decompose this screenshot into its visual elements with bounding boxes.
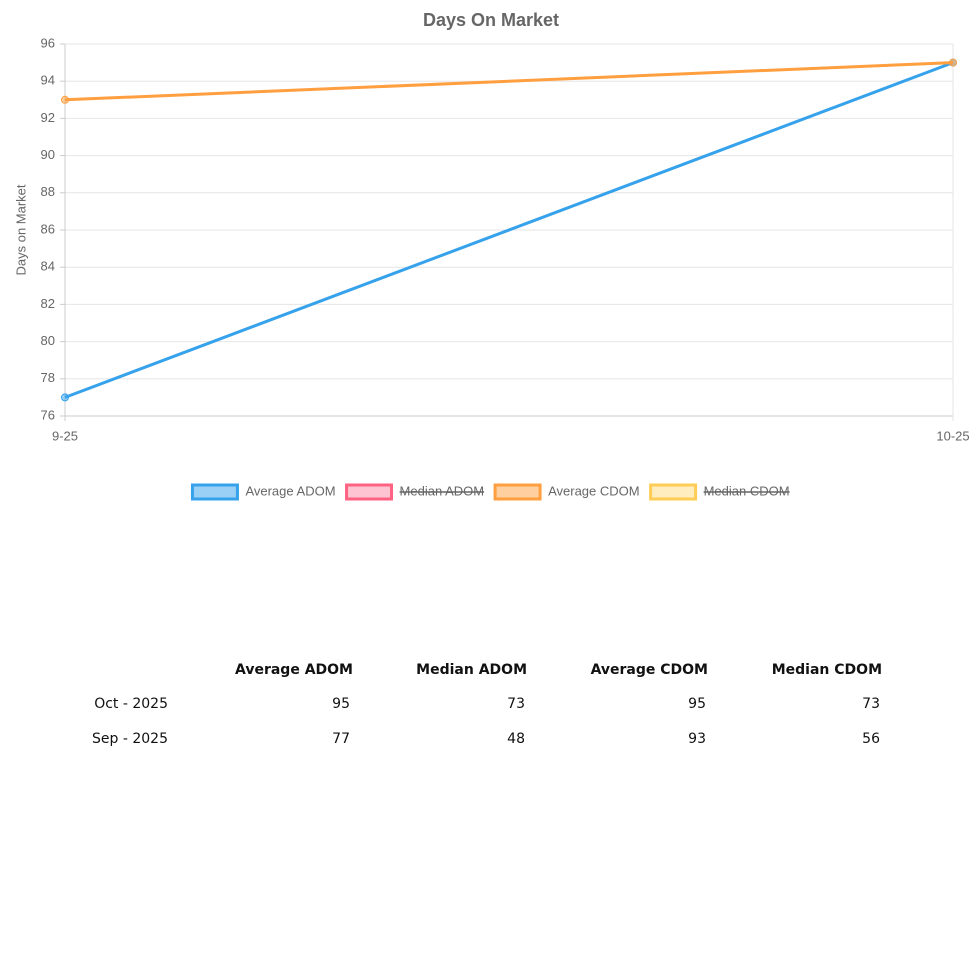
y-tick-label: 82: [41, 296, 55, 311]
y-tick-label: 92: [41, 110, 55, 125]
legend-item[interactable]: Median ADOM: [345, 483, 485, 501]
legend-label: Average ADOM: [245, 483, 335, 498]
column-header: Median ADOM: [416, 662, 527, 678]
table-cell: Oct - 2025: [94, 696, 168, 712]
legend-swatch: [649, 483, 698, 501]
table-cell: 73: [507, 696, 525, 712]
table-cell: 56: [862, 731, 880, 747]
y-tick-label: 78: [41, 370, 55, 385]
column-header: Average ADOM: [235, 662, 353, 678]
table-cell: 93: [688, 731, 706, 747]
series-line: [64, 61, 954, 399]
legend-label: Median CDOM: [704, 483, 790, 498]
y-tick-label: 86: [41, 221, 55, 236]
column-header: Median CDOM: [771, 662, 882, 678]
y-tick-label: 96: [41, 35, 55, 50]
legend-item[interactable]: Average ADOM: [190, 483, 336, 501]
legend-label: Average CDOM: [548, 483, 640, 498]
series-line: [64, 61, 954, 102]
point: [61, 95, 69, 104]
chart-title: Days On Market: [423, 10, 559, 30]
x-tick-label: 9-25: [52, 428, 78, 443]
legend-swatch: [190, 483, 239, 501]
y-tick-label: 88: [41, 184, 55, 199]
point: [949, 58, 957, 67]
legend: Average ADOM Median ADOM Average CDOM Media…: [190, 483, 790, 501]
y-tick-label: 80: [41, 333, 55, 348]
y-tick-label: 90: [41, 147, 55, 162]
legend-item[interactable]: Average CDOM: [493, 483, 640, 501]
legend-item[interactable]: Median CDOM: [649, 483, 790, 501]
table-cell: 95: [332, 696, 350, 712]
column-header: Average CDOM: [590, 662, 708, 678]
point: [61, 393, 69, 402]
y-axis-label: Days on Market: [13, 184, 28, 275]
table-cell: 73: [862, 696, 880, 712]
y-tick-label: 84: [41, 259, 55, 274]
x-tick-label: 10-25: [936, 428, 969, 443]
legend-swatch: [345, 483, 394, 501]
table-cell: 95: [688, 696, 706, 712]
chart: Days On Market Days on Market 76 78 80 82 84…: [13, 10, 970, 501]
table-cell: 77: [332, 731, 350, 747]
y-tick-label: 76: [41, 407, 55, 422]
table-cell: Sep - 2025: [92, 731, 168, 747]
legend-swatch: [493, 483, 542, 501]
legend-label: Median ADOM: [400, 483, 485, 498]
y-tick-label: 94: [41, 73, 55, 88]
table-cell: 48: [507, 731, 525, 747]
